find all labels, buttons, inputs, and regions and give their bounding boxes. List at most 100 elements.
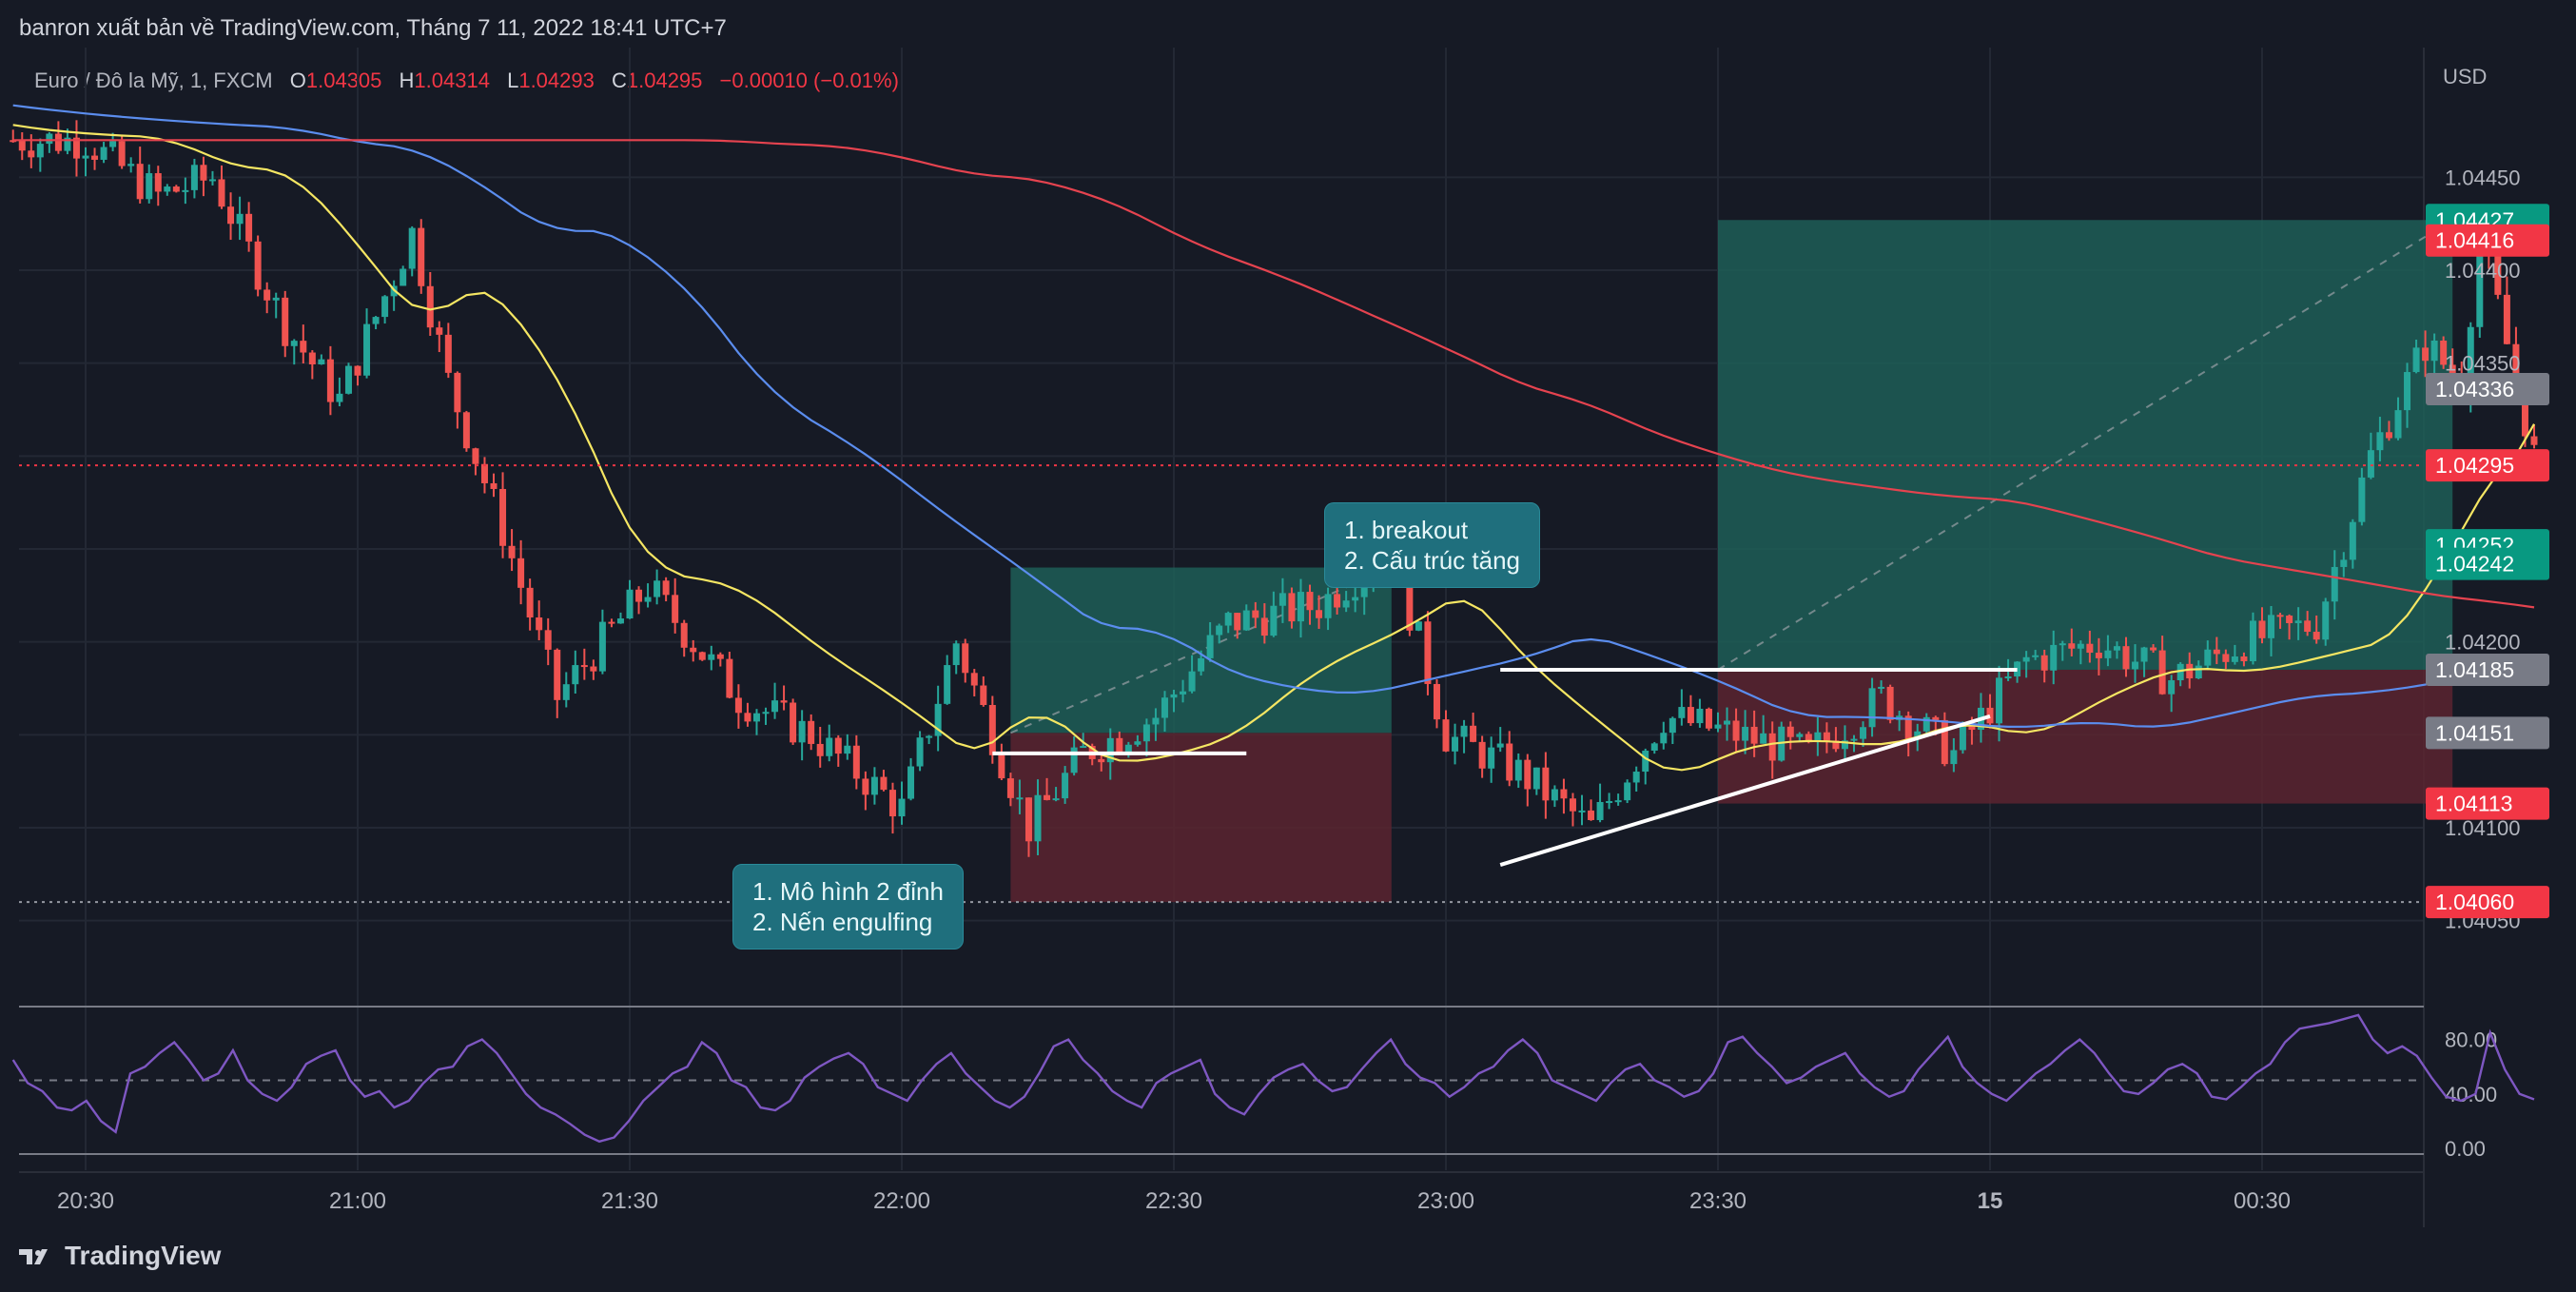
candle-body	[590, 666, 597, 672]
candle-body	[1624, 782, 1631, 801]
candle-body	[2304, 620, 2312, 633]
rsi-tick-label: 40.00	[2445, 1083, 2497, 1106]
tradingview-logo[interactable]: TradingView	[19, 1241, 221, 1271]
candle-body	[408, 227, 416, 269]
candle-body	[2385, 432, 2392, 439]
symbol-ohlc-line: Euro / Đô la Mỹ, 1, FXCM O1.04305 H1.043…	[34, 69, 899, 93]
candle-body	[2503, 294, 2510, 344]
candle-body	[218, 179, 225, 207]
candle-body	[1922, 716, 1930, 732]
candle-body	[1950, 750, 1958, 765]
moving-averages	[12, 104, 2535, 772]
candle-body	[1161, 697, 1168, 718]
candle-body	[326, 359, 334, 402]
candle-body	[508, 545, 516, 558]
price-label-value: 1.04336	[2435, 377, 2514, 401]
candle-body	[1642, 750, 1649, 773]
price-label-box	[2426, 224, 2549, 257]
candle-body	[2394, 410, 2402, 439]
candle-body	[1134, 741, 1142, 745]
candle-body	[1188, 671, 1196, 692]
candle-body	[1904, 715, 1912, 739]
candle-body	[2430, 340, 2438, 362]
candle-body	[2222, 654, 2230, 662]
candle-body	[318, 359, 325, 364]
callout-double-top[interactable]: 1. Mô hình 2 đỉnh 2. Nến engulfing	[732, 864, 964, 949]
callout-breakout[interactable]: 1. breakout 2. Cấu trúc tăng	[1324, 502, 1540, 588]
candle-body	[1986, 707, 1994, 724]
candle-body	[1288, 593, 1296, 622]
ema-mid-line	[12, 104, 2535, 729]
candle-body	[1106, 737, 1114, 763]
candle-body	[1669, 717, 1676, 734]
symbol-name[interactable]: Euro / Đô la Mỹ, 1, FXCM	[34, 69, 273, 92]
candle-body	[2313, 632, 2320, 640]
currency-label: USD	[2443, 65, 2487, 88]
candle-body	[934, 703, 942, 736]
candle-body	[1224, 613, 1232, 626]
candle-body	[146, 173, 153, 200]
high-value: 1.04314	[414, 69, 490, 92]
candle-body	[2150, 647, 2157, 651]
candle-body	[808, 720, 815, 744]
candle-body	[1334, 594, 1341, 608]
candle-body	[2331, 566, 2338, 602]
candle-body	[426, 285, 434, 328]
candle-body	[2268, 615, 2275, 638]
candle-body	[36, 144, 44, 158]
candle-body	[2258, 620, 2266, 638]
close-label: C	[611, 69, 627, 92]
candle-body	[852, 745, 860, 779]
low-value: 1.04293	[518, 69, 595, 92]
candle-body	[1696, 708, 1704, 724]
candle-body	[2358, 477, 2366, 522]
candle-body	[1433, 683, 1440, 720]
time-tick-label: 23:30	[1689, 1188, 1747, 1214]
time-axis: 20:30 21:00 21:30 22:00 22:30 23:00 23:30 15 00:…	[57, 1188, 2291, 1214]
candle-body	[1170, 694, 1178, 698]
candle-body	[1142, 724, 1150, 742]
candle-body	[2467, 326, 2474, 397]
candle-body	[888, 790, 896, 817]
price-tick-label: 1.04450	[2445, 166, 2521, 189]
candle-body	[1524, 759, 1532, 790]
price-label-box	[2426, 547, 2549, 580]
candle-body	[798, 720, 806, 743]
trade-zones	[1010, 219, 2453, 903]
candle-body	[1914, 731, 1922, 739]
candle-body	[1796, 734, 1804, 737]
candle-body	[672, 595, 679, 623]
candle-body	[544, 630, 552, 650]
candle-body	[480, 463, 488, 483]
candle-body	[2158, 650, 2166, 695]
candle-body	[880, 776, 888, 791]
candle-body	[1596, 801, 1604, 820]
candle-body	[444, 334, 452, 373]
candle-body	[263, 289, 271, 301]
candle-body	[2249, 620, 2256, 662]
candle-body	[2286, 616, 2293, 623]
candle-body	[1551, 789, 1558, 801]
candle-body	[2512, 343, 2520, 383]
candle-body	[1750, 726, 1758, 744]
candle-body	[762, 712, 770, 715]
candle-body	[2077, 643, 2084, 649]
rsi-line	[11, 1013, 2535, 1144]
candle-body	[554, 649, 561, 700]
candle-body	[1996, 677, 2003, 724]
candle-body	[1768, 733, 1776, 761]
candle-body	[72, 137, 80, 159]
candle-body	[1242, 610, 1250, 631]
candle-body	[1514, 759, 1522, 781]
candle-body	[2476, 233, 2484, 327]
candle-body	[944, 665, 951, 704]
candle-body	[771, 700, 779, 713]
callout-double-top-line1: 1. Mô hình 2 đỉnh	[752, 877, 944, 906]
candle-body	[118, 141, 126, 166]
time-tick-label: 22:30	[1145, 1188, 1202, 1214]
candle-body	[834, 737, 842, 754]
candle-body	[136, 164, 144, 200]
price-label-box	[2426, 653, 2549, 686]
candle-body	[2231, 656, 2238, 662]
